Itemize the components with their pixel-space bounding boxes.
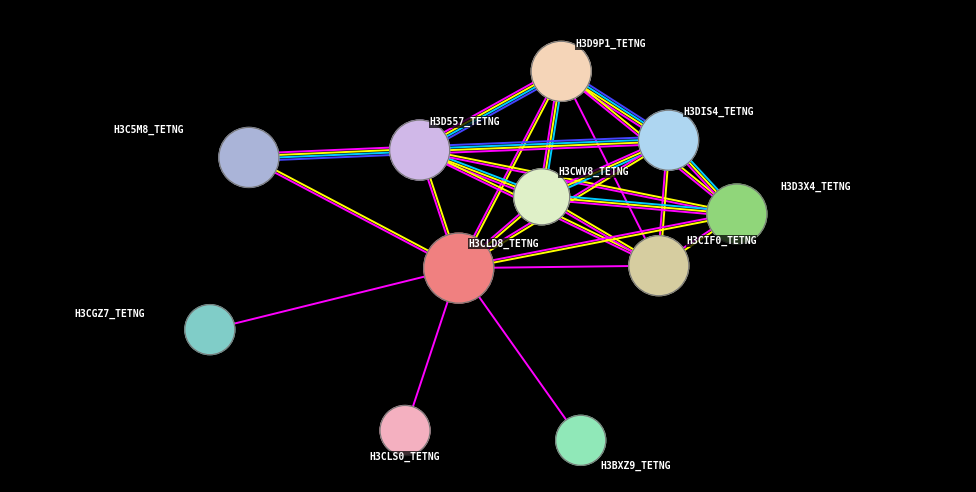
Circle shape (424, 233, 494, 303)
Circle shape (184, 305, 235, 355)
Text: H3CWV8_TETNG: H3CWV8_TETNG (558, 167, 629, 177)
Text: H3CGZ7_TETNG: H3CGZ7_TETNG (74, 308, 144, 318)
Text: H3DIS4_TETNG: H3DIS4_TETNG (683, 107, 753, 117)
Text: H3D557_TETNG: H3D557_TETNG (429, 117, 500, 127)
Circle shape (707, 184, 767, 244)
Circle shape (638, 110, 699, 170)
Text: H3CLD8_TETNG: H3CLD8_TETNG (468, 239, 539, 248)
Circle shape (629, 236, 689, 296)
Text: H3D9P1_TETNG: H3D9P1_TETNG (576, 39, 646, 49)
Circle shape (389, 120, 450, 180)
Circle shape (380, 405, 430, 456)
Text: H3C5M8_TETNG: H3C5M8_TETNG (113, 125, 183, 135)
Text: H3CLS0_TETNG: H3CLS0_TETNG (370, 452, 440, 461)
Text: H3BXZ9_TETNG: H3BXZ9_TETNG (600, 461, 671, 471)
Circle shape (513, 169, 570, 225)
Circle shape (555, 415, 606, 465)
Circle shape (219, 127, 279, 187)
Text: H3D3X4_TETNG: H3D3X4_TETNG (781, 182, 851, 192)
Text: H3CIF0_TETNG: H3CIF0_TETNG (686, 236, 756, 246)
Circle shape (531, 41, 591, 101)
